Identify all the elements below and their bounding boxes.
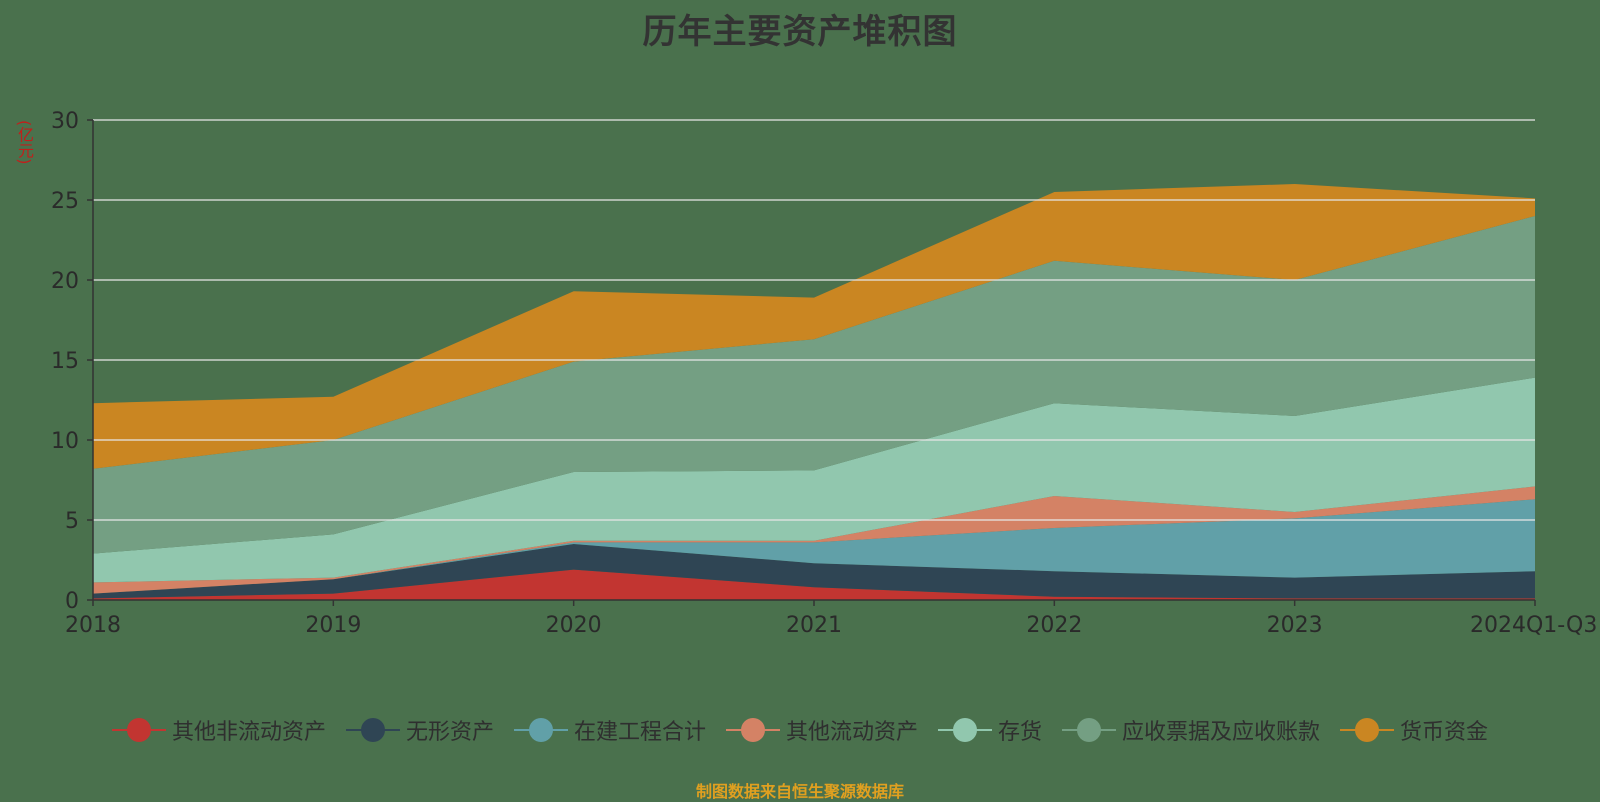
legend-marker [513,717,568,743]
legend-item-2[interactable]: 在建工程合计 [513,714,706,746]
legend-label: 存货 [998,720,1043,745]
x-tick-label-4: 2022 [1026,613,1082,638]
y-tick-label-1: 5 [65,509,79,534]
area-layers [93,184,1535,600]
legend-item-5[interactable]: 应收票据及应收账款 [1062,714,1320,746]
legend-marker [1062,717,1117,743]
area-series-6 [93,184,1535,469]
y-tick-label-6: 30 [51,109,79,134]
x-tick-label-6: 2024Q1-Q3 [1470,613,1597,638]
legend-label: 其他流动资产 [785,720,918,745]
area-series-1 [93,544,1535,599]
legend-marker [725,717,780,743]
legend-item-3[interactable]: 其他流动资产 [725,714,918,746]
legend-label: 货币资金 [1400,720,1489,745]
legend-marker [111,717,166,743]
legend: 其他非流动资产 无形资产 在建工程合计 其他流动资产 存货 应收票据及应收账款 货币资金 [0,714,1600,746]
y-tick-label-4: 20 [51,269,79,294]
area-series-4 [93,377,1535,583]
x-axis-ticks: 2018 2019 2020 2021 2022 2023 2024Q1-Q3 [65,600,1597,638]
area-series-2 [93,499,1535,594]
y-tick-label-2: 10 [51,429,79,454]
legend-marker [1340,717,1395,743]
legend-marker [938,717,992,743]
legend-label: 其他非流动资产 [171,720,326,745]
x-tick-label-0: 2018 [65,613,121,638]
x-tick-label-2: 2020 [546,613,602,638]
legend-item-4[interactable]: 存货 [938,714,1042,746]
x-tick-label-5: 2023 [1267,613,1323,638]
x-tick-label-3: 2021 [786,613,842,638]
y-axis-ticks: 0 5 10 15 20 25 30 [51,109,93,614]
stacked-area-chart: 0 5 10 15 20 25 30 2018 2019 2020 2021 2022 2023 202… [51,109,1597,638]
legend-item-1[interactable]: 无形资产 [345,714,494,746]
legend-label: 应收票据及应收账款 [1122,720,1321,745]
legend-label: 在建工程合计 [573,720,706,745]
y-tick-label-0: 0 [65,589,79,614]
legend-item-0[interactable]: 其他非流动资产 [111,714,326,746]
area-series-0 [93,569,1535,600]
y-tick-label-3: 15 [51,349,79,374]
y-axis-unit-label: (亿元) [15,120,34,165]
area-series-5 [93,216,1535,554]
grid-lines [93,119,1535,521]
y-tick-label-5: 25 [51,189,79,214]
chart-title: 历年主要资产堆积图 [642,12,958,52]
data-source-footer: 制图数据来自恒生聚源数据库 [695,782,904,801]
x-tick-label-1: 2019 [305,613,361,638]
legend-item-6[interactable]: 货币资金 [1340,714,1488,746]
legend-label: 无形资产 [405,720,494,745]
legend-marker [345,717,400,743]
area-series-3 [93,486,1535,594]
